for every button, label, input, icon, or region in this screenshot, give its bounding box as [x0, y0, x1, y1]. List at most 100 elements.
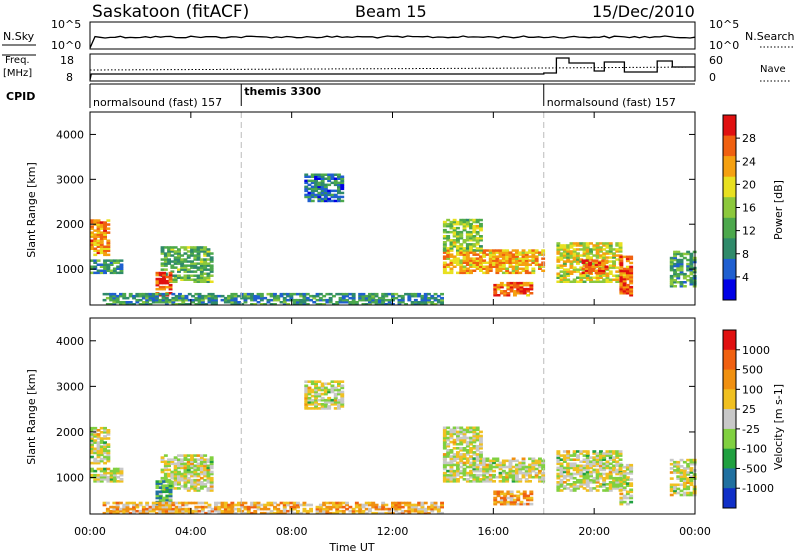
heatmap-cell: [358, 509, 363, 513]
heatmap-cell: [452, 453, 457, 456]
heatmap-cell: [180, 462, 185, 466]
heatmap-cell: [93, 271, 98, 275]
heatmap-cell: [223, 296, 228, 300]
heatmap-cell: [220, 505, 225, 509]
heatmap-cell: [151, 301, 156, 304]
heatmap-cell: [595, 454, 600, 457]
heatmap-cell: [103, 223, 107, 226]
heatmap-cell: [446, 247, 451, 250]
heatmap-cell: [314, 386, 318, 390]
heatmap-cell: [106, 453, 111, 457]
heatmap-cell: [323, 185, 328, 189]
heatmap-cell: [605, 246, 610, 249]
heatmap-cell: [186, 276, 191, 279]
heatmap-cell: [90, 435, 94, 438]
heatmap-cell: [449, 451, 454, 454]
heatmap-cell: [608, 260, 613, 263]
heatmap-cell: [479, 247, 483, 250]
heatmap-cell: [430, 294, 435, 298]
heatmap-cell: [233, 292, 238, 296]
freq-series-line: [89, 57, 695, 81]
heatmap-cell: [304, 179, 309, 183]
heatmap-cell: [472, 463, 477, 467]
heatmap-cell: [676, 250, 681, 254]
colorbar-tick-label: 24: [742, 155, 756, 168]
heatmap-cell: [625, 465, 630, 469]
heatmap-cell: [531, 271, 536, 275]
heatmap-cell: [618, 248, 623, 251]
heatmap-cell: [562, 454, 567, 457]
heatmap-cell: [333, 181, 338, 185]
heatmap-cell: [509, 490, 514, 494]
heatmap-cell: [164, 292, 169, 296]
heatmap-cell: [585, 466, 590, 470]
heatmap-cell: [163, 478, 168, 482]
heatmap-cell: [456, 263, 460, 266]
heatmap-cell: [682, 285, 687, 288]
heatmap-cell: [183, 487, 188, 490]
heatmap-cell: [361, 509, 366, 513]
heatmap-cell: [109, 480, 114, 483]
heatmap-cell: [608, 244, 613, 247]
heatmap-cell: [93, 426, 98, 430]
heatmap-cell: [282, 303, 287, 306]
heatmap-cell: [572, 256, 577, 259]
heatmap-cell: [566, 470, 571, 474]
heatmap-cell: [498, 471, 503, 475]
heatmap-cell: [442, 249, 447, 252]
heatmap-cell: [572, 242, 577, 245]
heatmap-cell: [602, 481, 607, 484]
power-y-label: Slant Range [km]: [25, 162, 38, 258]
heatmap-cell: [286, 509, 290, 513]
heatmap-cell: [109, 303, 114, 306]
heatmap-cell: [518, 461, 523, 465]
heatmap-cell: [673, 469, 677, 472]
heatmap-cell: [184, 503, 189, 507]
heatmap-cell: [618, 450, 623, 453]
heatmap-cell: [608, 250, 613, 253]
heatmap-cell: [341, 294, 346, 298]
heatmap-cell: [475, 478, 480, 481]
heatmap-cell: [186, 468, 191, 472]
heatmap-cell: [320, 199, 325, 203]
heatmap-cell: [475, 447, 480, 450]
heatmap-cell: [433, 298, 438, 302]
heatmap-cell: [472, 478, 477, 481]
heatmap-cell: [488, 459, 493, 463]
heatmap-cell: [170, 460, 175, 463]
heatmap-cell: [191, 511, 195, 515]
heatmap-cell: [155, 480, 160, 483]
heatmap-cell: [177, 256, 181, 259]
heatmap-cell: [209, 466, 214, 470]
heatmap-cell: [572, 485, 577, 488]
heatmap-cell: [317, 394, 322, 398]
heatmap-cell: [335, 511, 340, 515]
heatmap-cell: [622, 488, 627, 492]
heatmap-cell: [597, 271, 602, 275]
heatmap-cell: [155, 273, 160, 277]
heatmap-cell: [602, 452, 607, 455]
heatmap-cell: [115, 505, 120, 509]
heatmap-cell: [566, 462, 571, 466]
heatmap-cell: [612, 274, 616, 277]
heatmap-cell: [377, 303, 382, 306]
heatmap-cell: [427, 292, 431, 296]
heatmap-cell: [513, 294, 517, 297]
heatmap-cell: [155, 298, 159, 302]
heatmap-cell: [214, 505, 218, 509]
heatmap-cell: [595, 252, 600, 255]
heatmap-cell: [167, 458, 171, 461]
heatmap-cell: [689, 266, 694, 270]
heatmap-cell: [90, 443, 94, 446]
heatmap-cell: [673, 258, 677, 262]
heatmap-cell: [377, 511, 382, 515]
heatmap-cell: [132, 511, 136, 515]
heatmap-cell: [122, 505, 127, 509]
heatmap-cell: [165, 486, 170, 489]
heatmap-cell: [112, 261, 117, 264]
heatmap-cell: [93, 261, 98, 264]
heatmap-cell: [582, 254, 587, 257]
heatmap-cell: [585, 472, 590, 476]
heatmap-cell: [462, 269, 467, 272]
heatmap-cell: [689, 481, 694, 484]
